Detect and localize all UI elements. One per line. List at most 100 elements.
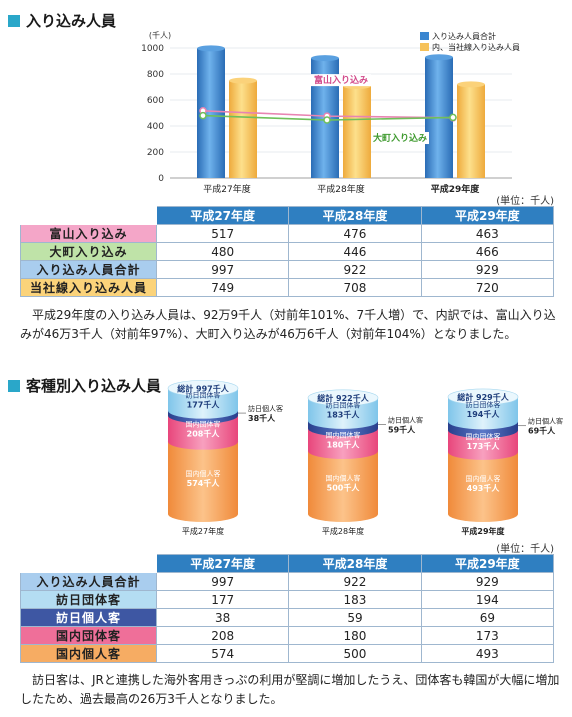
section2-title-text: 客種別入り込み人員 <box>26 377 162 395</box>
line-label-toyama: 富山入り込み <box>314 74 368 86</box>
row-label: 訪日個人客 <box>20 608 157 627</box>
square-icon <box>8 14 20 27</box>
legend-entry: 内、当社線入り込み人員 <box>432 42 520 52</box>
table-row: 富山入り込み 517 476 463 <box>20 224 555 243</box>
x-tick-label: 平成27年度 <box>182 526 224 536</box>
table-cell: 446 <box>288 242 422 261</box>
segment-label: 訪日団体客 <box>326 400 361 409</box>
table-row: 訪日団体客 177 183 194 <box>20 590 555 609</box>
section1-title-text: 入り込み人員 <box>26 12 117 30</box>
visitors-bar-chart: (千人) 0 200 400 600 800 1000 平成27年度 平成28年度 平成29年度 富… <box>141 30 520 195</box>
table-header-2: 平成29年度 <box>420 206 555 225</box>
line-label-bg <box>311 74 371 87</box>
row-label: 国内個人客 <box>20 644 157 663</box>
segment-value: 493千人 <box>467 483 501 493</box>
segment-label: 国内団体客 <box>186 420 221 429</box>
table-cell: 997 <box>155 572 290 591</box>
y-tick-label: 800 <box>147 70 164 80</box>
x-tick-label: 平成27年度 <box>203 183 250 195</box>
line-label-omachi: 大町入り込み <box>373 132 427 144</box>
cylinder-top <box>307 389 379 407</box>
bar-own-line-1 <box>343 85 371 178</box>
table-row: 大町入り込み 480 446 466 <box>20 242 555 261</box>
table-cell: 997 <box>155 260 290 279</box>
table-row: 国内個人客 574 500 493 <box>20 644 555 663</box>
segment-value: 69千人 <box>528 426 556 436</box>
table-row: 訪日個人客 38 59 69 <box>20 608 555 627</box>
section1-unit: (単位：千人) <box>496 196 554 207</box>
legend-swatch <box>420 32 429 40</box>
bar-cap <box>311 55 339 62</box>
segment-value: 183千人 <box>327 409 361 419</box>
x-tick-label: 平成28年度 <box>322 526 364 536</box>
table-cell: 493 <box>420 644 555 663</box>
line-point <box>449 113 457 122</box>
segment-label: 国内団体客 <box>466 432 501 441</box>
total-label: 総計 997千人 <box>177 383 229 393</box>
section1-title: 入り込み人員 <box>8 10 116 31</box>
square-icon <box>8 379 20 392</box>
table-cell: 208 <box>155 626 290 645</box>
table-cell: 720 <box>420 278 555 297</box>
y-tick-label: 0 <box>158 174 164 184</box>
x-tick-label: 平成29年度 <box>461 526 505 536</box>
table-cell: 177 <box>155 590 290 609</box>
line-point <box>323 116 331 124</box>
table-cell: 929 <box>420 260 555 279</box>
bar-cap <box>229 77 257 84</box>
line-label-bg <box>371 132 429 145</box>
table-cell: 922 <box>288 572 422 591</box>
table-cell: 180 <box>288 626 422 645</box>
y-tick-label: 1000 <box>141 44 164 54</box>
y-tick-label: 600 <box>147 96 164 106</box>
table-cell: 194 <box>420 590 555 609</box>
row-label: 富山入り込み <box>20 224 157 243</box>
x-tick-label: 平成28年度 <box>317 183 364 195</box>
table-cell: 463 <box>420 224 555 243</box>
total-label: 総計 929千人 <box>457 392 509 402</box>
section1-paragraph: 平成29年度の入り込み人員は、92万9千人（対前年101%、7千人増）で、内訳で… <box>20 308 556 341</box>
table-cell: 59 <box>288 608 422 627</box>
line-point <box>199 111 207 120</box>
bar-own-line-2 <box>457 84 485 178</box>
legend-entry: 入り込み人員合計 <box>432 31 496 41</box>
segment-label: 訪日団体客 <box>186 391 221 400</box>
row-label: 国内団体客 <box>20 626 157 645</box>
segment-value: 194千人 <box>467 409 501 419</box>
table-row: 入り込み人員合計 997 922 929 <box>20 572 555 591</box>
segment-label: 訪日個人客 <box>248 404 283 413</box>
table-cell: 480 <box>155 242 290 261</box>
table-row: 入り込み人員合計 997 922 929 <box>20 260 555 279</box>
segment-value: 208千人 <box>187 429 221 439</box>
x-tick-label: 平成29年度 <box>431 183 481 195</box>
bar-cap <box>457 81 485 88</box>
cylinder-top <box>167 380 239 397</box>
table-cell: 929 <box>420 572 555 591</box>
segment-label: 訪日個人客 <box>388 416 423 425</box>
table-cell: 38 <box>155 608 290 627</box>
table-row: 国内団体客 208 180 173 <box>20 626 555 645</box>
segment-value: 500千人 <box>327 483 361 493</box>
total-label: 総計 922千人 <box>317 393 369 403</box>
bar-cap <box>197 45 225 52</box>
table-cell: 69 <box>420 608 555 627</box>
table-cell: 500 <box>288 644 422 663</box>
section2-paragraph: 訪日客は、JRと連携した海外客用きっぷの利用が堅調に増加したうえ、団体客も韓国が… <box>20 673 560 706</box>
table-cell: 183 <box>288 590 422 609</box>
segment-label: 訪日団体客 <box>466 400 501 409</box>
table-header-1: 平成28年度 <box>288 554 422 573</box>
segment-label: 国内個人客 <box>326 474 361 483</box>
segment-label: 国内個人客 <box>186 469 221 478</box>
table-cell: 922 <box>288 260 422 279</box>
table-header-0: 平成27年度 <box>155 554 290 573</box>
y-tick-label: 400 <box>147 122 164 132</box>
segment-value: 574千人 <box>187 478 221 488</box>
cylinder-segment <box>168 441 238 522</box>
visitors-table: 平成27年度 平成28年度 平成29年度 富山入り込み 517 476 463 大町入り込み… <box>20 206 555 297</box>
bar-cap <box>425 54 453 61</box>
section2-unit: (単位：千人) <box>496 544 554 555</box>
table-cell: 466 <box>420 242 555 261</box>
legend-swatch <box>420 43 429 51</box>
table-cell: 476 <box>288 224 422 243</box>
